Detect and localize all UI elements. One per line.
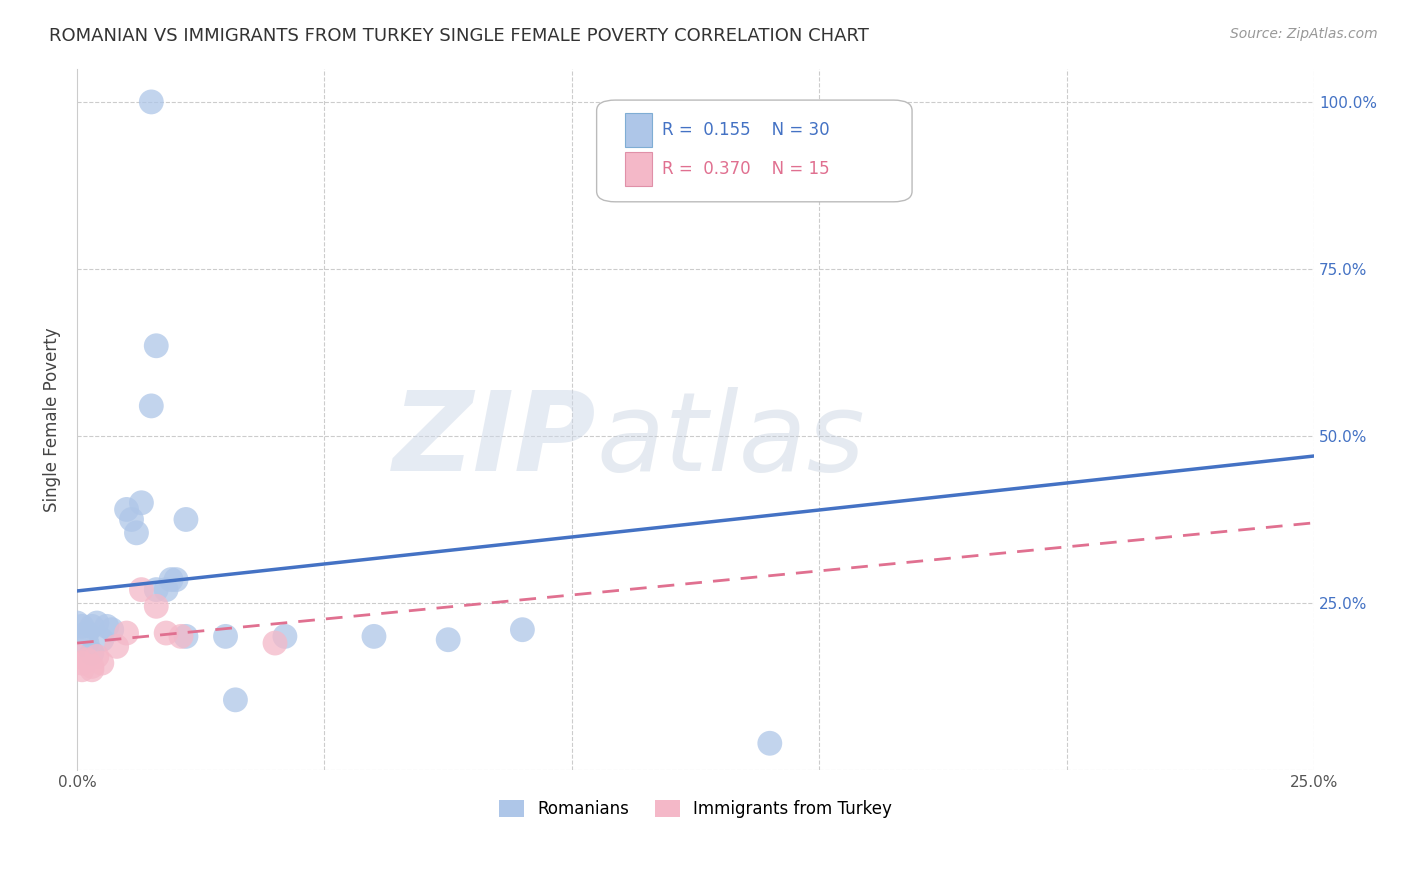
Point <box>512 623 534 637</box>
Point <box>96 619 118 633</box>
Point <box>174 629 197 643</box>
Point <box>76 653 98 667</box>
Text: R =  0.155    N = 30: R = 0.155 N = 30 <box>662 121 830 139</box>
Point <box>86 649 108 664</box>
FancyBboxPatch shape <box>626 152 652 186</box>
Text: ZIP: ZIP <box>394 387 596 494</box>
Point <box>76 626 98 640</box>
Point <box>155 626 177 640</box>
Point <box>105 640 128 654</box>
Point <box>363 629 385 643</box>
Point <box>80 663 103 677</box>
Point <box>224 693 246 707</box>
Point <box>80 646 103 660</box>
Point <box>115 502 138 516</box>
Point <box>125 525 148 540</box>
Point <box>90 632 112 647</box>
Legend: Romanians, Immigrants from Turkey: Romanians, Immigrants from Turkey <box>492 793 898 825</box>
Point <box>80 659 103 673</box>
Point <box>759 736 782 750</box>
Point <box>155 582 177 597</box>
Point <box>70 663 93 677</box>
Point <box>145 599 167 614</box>
Point <box>145 582 167 597</box>
Point <box>264 636 287 650</box>
Point <box>86 615 108 630</box>
Point <box>141 399 163 413</box>
FancyBboxPatch shape <box>626 113 652 147</box>
Point <box>90 656 112 670</box>
Point <box>76 636 98 650</box>
Text: ROMANIAN VS IMMIGRANTS FROM TURKEY SINGLE FEMALE POVERTY CORRELATION CHART: ROMANIAN VS IMMIGRANTS FROM TURKEY SINGL… <box>49 27 869 45</box>
Point <box>174 512 197 526</box>
Point <box>131 582 153 597</box>
Point <box>66 615 89 630</box>
Y-axis label: Single Female Poverty: Single Female Poverty <box>44 327 60 512</box>
Point <box>70 619 93 633</box>
Point <box>100 623 122 637</box>
Point <box>115 626 138 640</box>
Point <box>170 629 193 643</box>
Point <box>160 573 183 587</box>
Point <box>274 629 297 643</box>
Text: atlas: atlas <box>596 387 865 494</box>
Point <box>214 629 236 643</box>
Point <box>145 339 167 353</box>
Point <box>437 632 460 647</box>
Text: Source: ZipAtlas.com: Source: ZipAtlas.com <box>1230 27 1378 41</box>
Point <box>80 619 103 633</box>
Point <box>131 496 153 510</box>
Point <box>141 95 163 109</box>
FancyBboxPatch shape <box>596 100 912 202</box>
Point <box>165 573 187 587</box>
Point <box>70 656 93 670</box>
Point <box>66 649 89 664</box>
Text: R =  0.370    N = 15: R = 0.370 N = 15 <box>662 160 830 178</box>
Point <box>121 512 143 526</box>
